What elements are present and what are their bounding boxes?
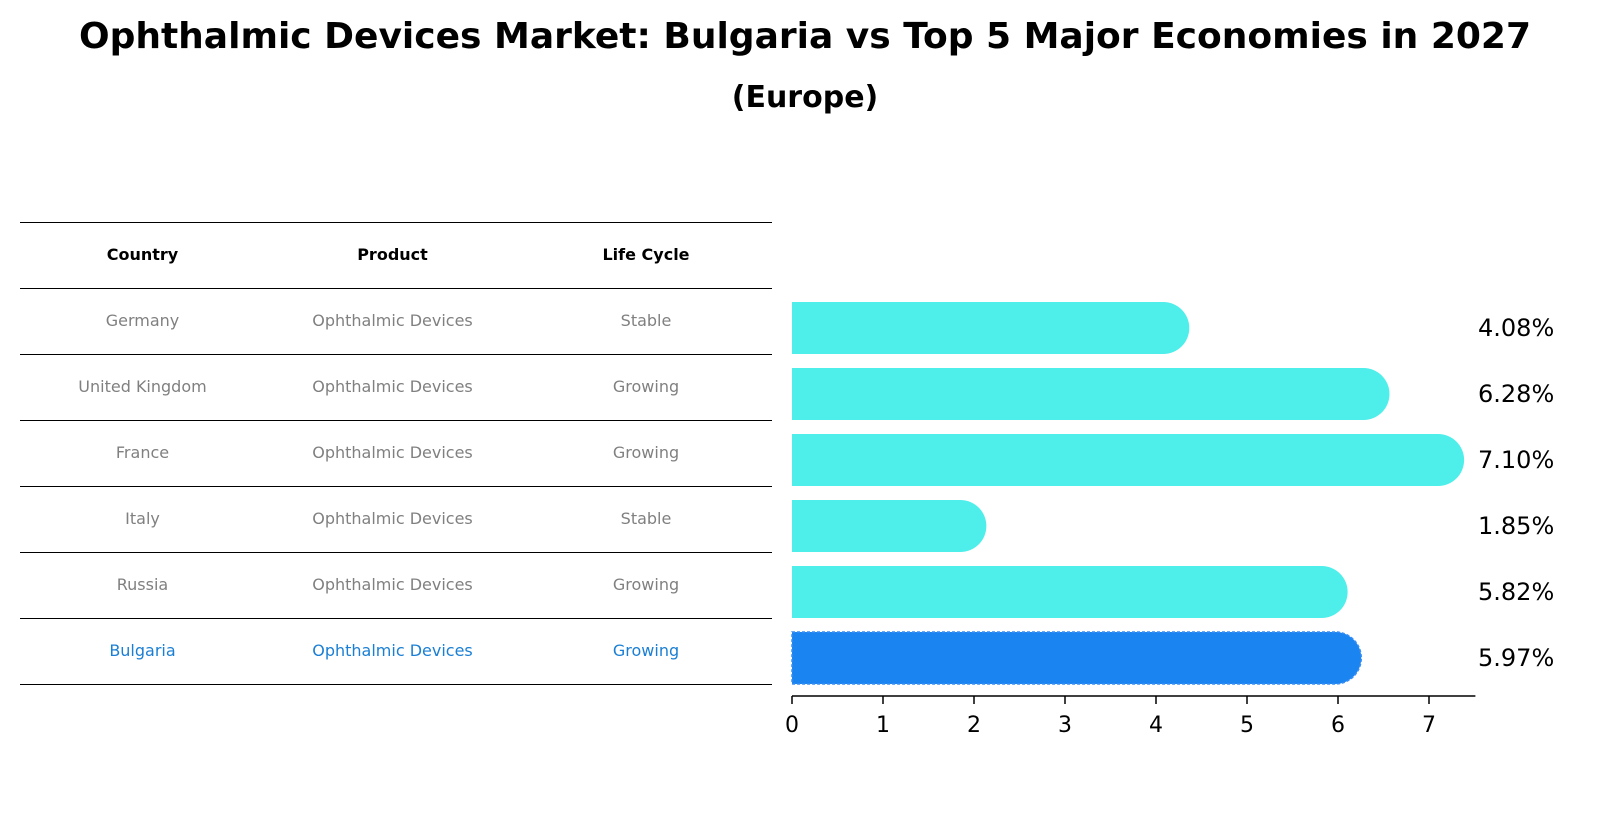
cell-life-cycle: Growing bbox=[612, 443, 680, 462]
bar-germany bbox=[792, 302, 1190, 354]
table-rule bbox=[20, 288, 772, 289]
table-row-germany: Germany Ophthalmic Devices Stable bbox=[20, 288, 772, 354]
chart-subtitle: (Europe) bbox=[731, 80, 879, 115]
table-row-united-kingdom: United Kingdom Ophthalmic Devices Growin… bbox=[20, 354, 772, 420]
table-rule-bottom bbox=[20, 684, 772, 685]
cell-life-cycle: Stable bbox=[620, 311, 672, 330]
table-rule bbox=[20, 486, 772, 487]
table-row-france: France Ophthalmic Devices Growing bbox=[20, 420, 772, 486]
table-rule bbox=[20, 354, 772, 355]
cell-product: Ophthalmic Devices bbox=[312, 377, 473, 396]
header-product: Product bbox=[357, 245, 428, 264]
x-tick-label: 0 bbox=[785, 713, 799, 738]
table-rule bbox=[20, 420, 772, 421]
value-label-germany: 4.08% bbox=[1478, 314, 1554, 342]
value-label-france: 7.10% bbox=[1478, 446, 1554, 474]
bar-united-kingdom bbox=[792, 368, 1390, 420]
cell-country: Italy bbox=[125, 509, 160, 528]
x-tick-label: 3 bbox=[1058, 713, 1072, 738]
bar-france bbox=[792, 434, 1465, 486]
chart-title: Ophthalmic Devices Market: Bulgaria vs T… bbox=[78, 16, 1532, 57]
x-tick-label: 2 bbox=[967, 713, 981, 738]
table-header-row: Country Product Life Cycle bbox=[20, 222, 772, 288]
cell-product: Ophthalmic Devices bbox=[312, 575, 473, 594]
value-label-bulgaria: 5.97% bbox=[1478, 644, 1554, 672]
cell-country: France bbox=[115, 443, 170, 462]
cell-product: Ophthalmic Devices bbox=[312, 443, 473, 462]
cell-life-cycle: Stable bbox=[620, 509, 672, 528]
cell-country: Germany bbox=[105, 311, 180, 330]
x-tick-label: 4 bbox=[1149, 713, 1163, 738]
cell-life-cycle: Growing bbox=[612, 575, 680, 594]
cell-country: Bulgaria bbox=[109, 641, 176, 660]
header-life-cycle: Life Cycle bbox=[602, 245, 690, 264]
value-label-russia: 5.82% bbox=[1478, 578, 1554, 606]
header-country: Country bbox=[106, 245, 179, 264]
cell-country: United Kingdom bbox=[78, 377, 207, 396]
table-rule bbox=[20, 618, 772, 619]
cell-life-cycle: Growing bbox=[612, 641, 680, 660]
table-rule bbox=[20, 552, 772, 553]
cell-product: Ophthalmic Devices bbox=[312, 311, 473, 330]
cell-product: Ophthalmic Devices bbox=[312, 641, 473, 660]
cell-product: Ophthalmic Devices bbox=[312, 509, 473, 528]
x-tick-label: 1 bbox=[876, 713, 890, 738]
bar-italy bbox=[792, 500, 987, 552]
value-label-italy: 1.85% bbox=[1478, 512, 1554, 540]
bar-bulgaria bbox=[791, 631, 1363, 685]
x-tick-label: 5 bbox=[1240, 713, 1254, 738]
table-row-italy: Italy Ophthalmic Devices Stable bbox=[20, 486, 772, 552]
table-rule-top bbox=[20, 222, 772, 223]
x-tick-label: 6 bbox=[1331, 713, 1345, 738]
cell-life-cycle: Growing bbox=[612, 377, 680, 396]
cell-country: Russia bbox=[116, 575, 169, 594]
bar-russia bbox=[792, 566, 1348, 618]
table-row-russia: Russia Ophthalmic Devices Growing bbox=[20, 552, 772, 618]
value-label-united-kingdom: 6.28% bbox=[1478, 380, 1554, 408]
table-row-bulgaria: Bulgaria Ophthalmic Devices Growing bbox=[20, 618, 772, 684]
x-tick-label: 7 bbox=[1422, 713, 1436, 738]
